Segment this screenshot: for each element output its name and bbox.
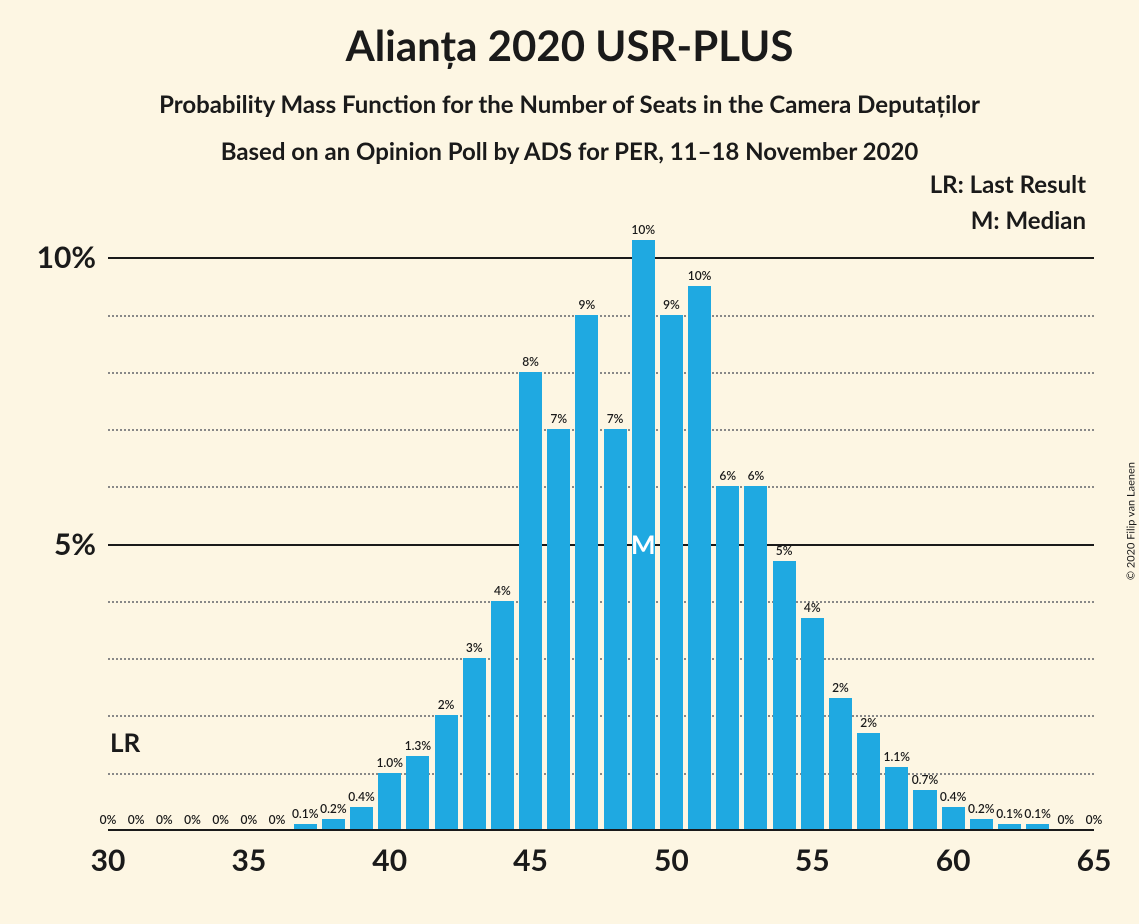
copyright-text: © 2020 Filip van Laenen [1125,462,1138,580]
bar-value-label: 8% [522,354,539,372]
bar-value-label: 5% [776,543,793,561]
bar-value-label: 0.1% [292,806,319,824]
legend-median: M: Median [971,206,1086,235]
bar-value-label: 9% [663,297,680,315]
grid-line-major [108,544,1094,546]
grid-line-minor [108,372,1094,374]
bar-value-label: 0.7% [912,772,939,790]
chart-subtitle-1: Probability Mass Function for the Number… [0,70,1139,119]
x-axis-tick-label: 60 [936,830,971,878]
bar-value-label: 2% [860,715,877,733]
bar: 9% [575,315,598,830]
bar-value-label: 1.3% [405,738,432,756]
bar-value-label: 6% [748,468,765,486]
grid-line-minor [108,658,1094,660]
bar-value-label: 10% [631,222,655,240]
bar: 4% [801,618,824,830]
bar-value-label: 3% [466,640,483,658]
bar: 0.4% [350,807,373,830]
y-axis-tick-label: 5% [54,526,108,562]
bar-value-label: 0% [240,812,257,830]
chart-title: Alianța 2020 USR-PLUS [0,0,1139,70]
bar-value-label: 9% [579,297,596,315]
bar-value-label: 0.4% [348,789,375,807]
bar-value-label: 0.2% [320,801,347,819]
bar-value-label: 7% [607,411,624,429]
bar-value-label: 2% [832,680,849,698]
bar: 1.0% [378,773,401,830]
bar-value-label: 0.1% [996,806,1023,824]
bar: 8% [519,372,542,830]
bar: 1.3% [406,756,429,830]
chart-subtitle-2: Based on an Opinion Poll by ADS for PER,… [0,119,1139,166]
bar-value-label: 0% [1057,812,1074,830]
chart-plot-area: 5%10%0%0%0%0%0%0%0%0.1%0.2%0.4%1.0%1.3%2… [108,200,1094,830]
grid-line-minor [108,601,1094,603]
x-axis-tick-label: 30 [91,830,126,878]
bar: 2% [857,733,880,830]
bar: 5% [773,561,796,830]
bar-value-label: 0% [128,812,145,830]
grid-line-minor [108,486,1094,488]
bar-value-label: 0% [269,812,286,830]
bar: 3% [463,658,486,830]
x-axis-tick-label: 35 [231,830,266,878]
bar-value-label: 1.1% [884,749,911,767]
grid-line-minor [108,315,1094,317]
bar-value-label: 1.0% [376,755,403,773]
median-marker: M [631,528,656,560]
bar: 4% [491,601,514,830]
bar: 6% [744,486,767,830]
bar: 1.1% [885,767,908,830]
bar-value-label: 4% [494,583,511,601]
grid-line-major [108,257,1094,259]
x-axis-tick-label: 65 [1077,830,1112,878]
bar-value-label: 0.1% [1024,806,1051,824]
x-axis-tick-label: 55 [795,830,830,878]
bar-value-label: 4% [804,600,821,618]
bar-value-label: 2% [438,697,455,715]
bar-value-label: 10% [688,268,712,286]
bar: 0.4% [942,807,965,830]
x-axis-tick-label: 40 [372,830,407,878]
bar: 0.7% [913,790,936,830]
legend-lr: LR: Last Result [930,170,1086,199]
bar: 2% [829,698,852,830]
bar: 6% [716,486,739,830]
bar-value-label: 7% [550,411,567,429]
grid-line-minor [108,715,1094,717]
bar-value-label: 0% [184,812,201,830]
bar: 10% [688,286,711,830]
bar-value-label: 0.2% [968,801,995,819]
bar: 7% [547,429,570,830]
y-axis-tick-label: 10% [37,239,108,275]
bar: 7% [604,429,627,830]
bar: 2% [435,715,458,830]
bar-value-label: 0% [1086,812,1103,830]
x-axis-tick-label: 50 [654,830,689,878]
bar: 9% [660,315,683,830]
bar-value-label: 0% [212,812,229,830]
bar-value-label: 6% [719,468,736,486]
grid-line-minor [108,773,1094,775]
bar-value-label: 0.4% [940,789,967,807]
bar-value-label: 0% [100,812,117,830]
lr-marker: LR [110,726,140,758]
bar-value-label: 0% [156,812,173,830]
x-axis-tick-label: 45 [513,830,548,878]
grid-line-minor [108,429,1094,431]
